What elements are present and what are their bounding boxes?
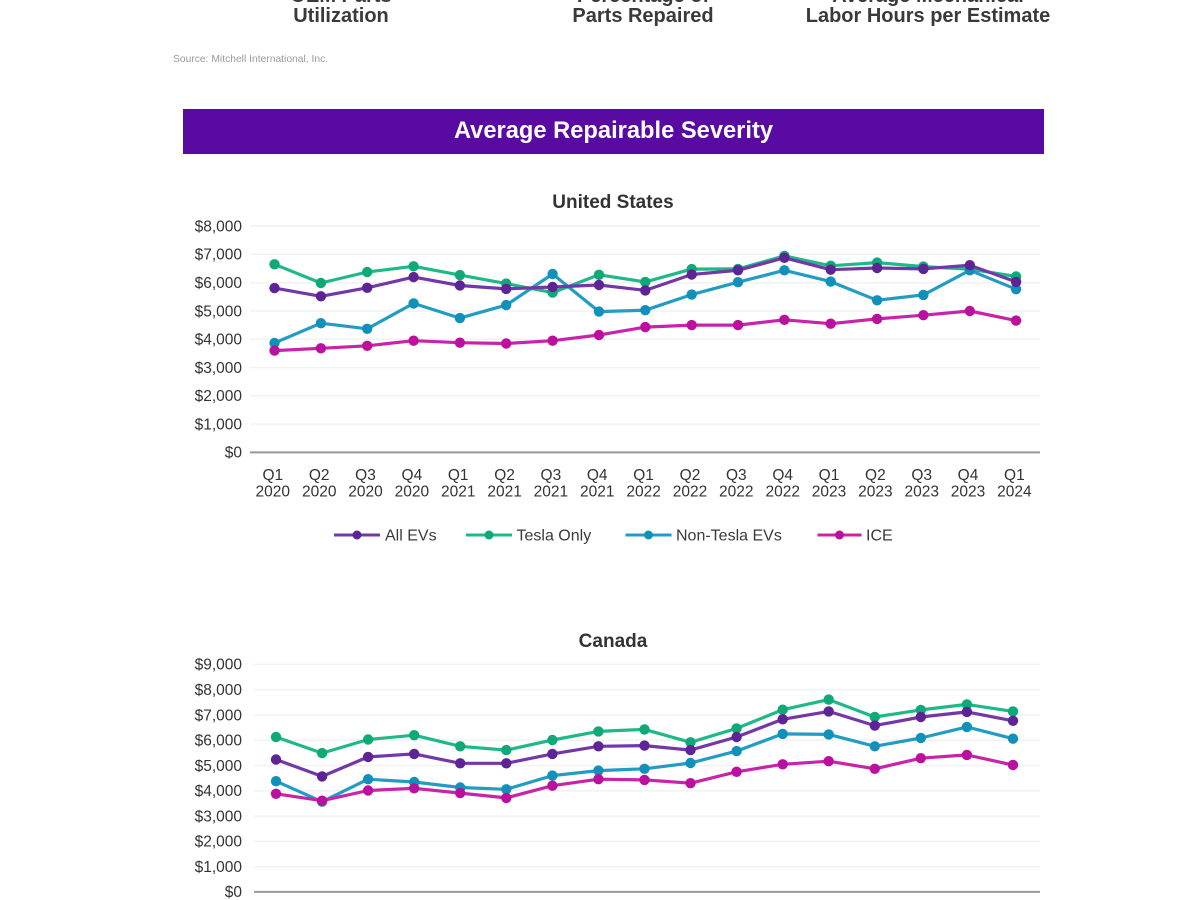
svg-text:$7,000: $7,000 <box>195 247 243 264</box>
svg-text:Q1: Q1 <box>448 467 469 484</box>
svg-text:Canada: Canada <box>579 631 648 652</box>
svg-text:$7,000: $7,000 <box>195 707 243 724</box>
svg-text:United States: United States <box>552 192 673 213</box>
svg-text:2020: 2020 <box>256 484 291 501</box>
svg-text:Q2: Q2 <box>680 467 701 484</box>
svg-text:2021: 2021 <box>487 484 521 501</box>
svg-text:Q3: Q3 <box>911 467 932 484</box>
svg-text:Q2: Q2 <box>309 467 330 484</box>
svg-text:$0: $0 <box>225 445 243 462</box>
svg-text:Q4: Q4 <box>402 467 423 484</box>
svg-text:$9,000: $9,000 <box>195 657 243 674</box>
svg-text:$1,000: $1,000 <box>195 416 243 433</box>
svg-text:2022: 2022 <box>673 484 707 501</box>
svg-text:$2,000: $2,000 <box>195 388 243 405</box>
svg-text:$0: $0 <box>225 884 243 900</box>
svg-text:$8,000: $8,000 <box>195 682 243 699</box>
svg-text:Q4: Q4 <box>587 467 608 484</box>
svg-text:Q3: Q3 <box>355 467 376 484</box>
svg-text:2023: 2023 <box>951 484 985 501</box>
svg-text:All EVs: All EVs <box>385 528 437 545</box>
svg-text:$5,000: $5,000 <box>195 758 243 775</box>
svg-text:Q4: Q4 <box>772 467 793 484</box>
svg-text:Q1: Q1 <box>633 467 654 484</box>
svg-text:Tesla Only: Tesla Only <box>517 528 592 545</box>
svg-text:Q3: Q3 <box>541 467 562 484</box>
svg-text:$2,000: $2,000 <box>195 834 243 851</box>
svg-text:$8,000: $8,000 <box>195 219 243 236</box>
svg-text:Q2: Q2 <box>494 467 515 484</box>
svg-text:$5,000: $5,000 <box>195 303 243 320</box>
svg-text:Q2: Q2 <box>865 467 886 484</box>
svg-text:$6,000: $6,000 <box>195 733 243 750</box>
svg-text:$1,000: $1,000 <box>195 859 243 876</box>
svg-text:2023: 2023 <box>858 484 892 501</box>
svg-text:Q4: Q4 <box>958 467 979 484</box>
svg-text:2023: 2023 <box>812 484 846 501</box>
svg-text:2021: 2021 <box>580 484 614 501</box>
svg-text:2022: 2022 <box>626 484 660 501</box>
svg-text:Q1: Q1 <box>1004 467 1025 484</box>
svg-text:Non-Tesla EVs: Non-Tesla EVs <box>676 528 782 545</box>
svg-text:$4,000: $4,000 <box>195 783 243 800</box>
svg-text:2020: 2020 <box>302 484 337 501</box>
svg-text:$6,000: $6,000 <box>195 275 243 292</box>
svg-text:2021: 2021 <box>441 484 475 501</box>
svg-text:2020: 2020 <box>395 484 430 501</box>
svg-text:ICE: ICE <box>866 528 893 545</box>
svg-text:2024: 2024 <box>997 484 1032 501</box>
svg-text:2022: 2022 <box>719 484 753 501</box>
svg-text:2020: 2020 <box>348 484 383 501</box>
svg-text:$3,000: $3,000 <box>195 808 243 825</box>
svg-text:$4,000: $4,000 <box>195 332 243 349</box>
svg-text:Q1: Q1 <box>819 467 840 484</box>
svg-text:2022: 2022 <box>765 484 799 501</box>
svg-text:2023: 2023 <box>904 484 938 501</box>
svg-text:Q3: Q3 <box>726 467 747 484</box>
svg-text:2021: 2021 <box>534 484 568 501</box>
svg-text:Q1: Q1 <box>262 467 283 484</box>
svg-text:$3,000: $3,000 <box>195 360 243 377</box>
